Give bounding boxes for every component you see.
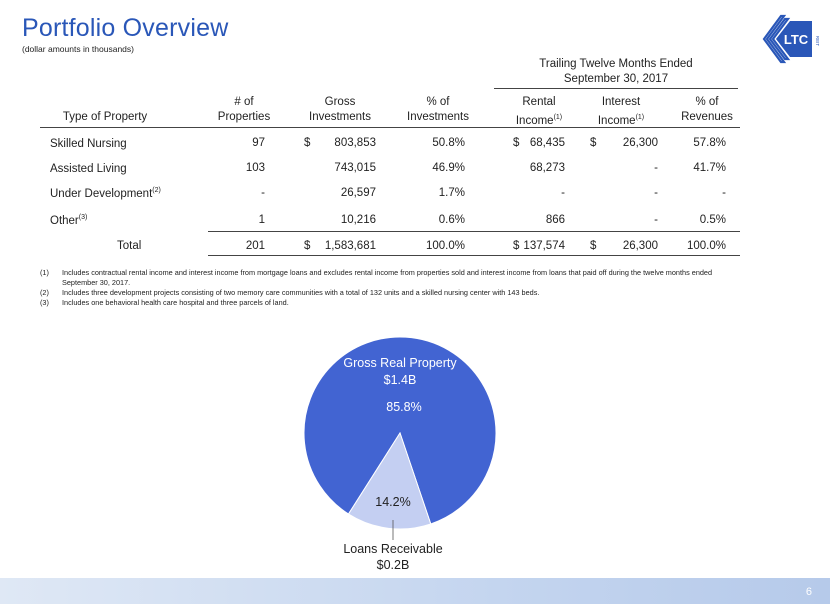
total-rule-bottom — [208, 255, 740, 256]
total-properties: 201 — [245, 240, 265, 252]
total-label: Total — [117, 240, 142, 252]
header-properties: # of Properties — [217, 96, 271, 123]
row-interest: - — [654, 162, 658, 174]
page-number: 6 — [805, 586, 812, 598]
total-pct-revenues: 100.0% — [686, 240, 726, 252]
header-rental-income: Rental Income(1) — [515, 96, 563, 127]
row-properties: 97 — [252, 137, 265, 149]
row-type: Other(3) — [50, 214, 88, 227]
ltc-logo: LTC REIT — [762, 14, 820, 64]
total-rule-top — [208, 231, 740, 232]
row-gross: 743,015 — [334, 162, 376, 174]
row-type: Assisted Living — [50, 162, 127, 175]
footnote-2: (2) Includes three development projects … — [40, 288, 540, 297]
row-pct-revenues: 0.5% — [699, 214, 726, 226]
total-rental: 137,574 — [523, 240, 565, 252]
table-row: Skilled Nursing 97 $803,853 50.8% $68,435 $26… — [0, 137, 830, 153]
header-interest-income: Interest Income(1) — [597, 96, 645, 127]
footer-band — [0, 578, 830, 604]
pie-label-loans-receivable: Loans Receivable — [343, 542, 442, 556]
ttm-header-line-2: September 30, 2017 — [563, 73, 669, 85]
row-type: Under Development(2) — [50, 187, 161, 200]
row-gross-symbol: $ — [304, 137, 311, 149]
row-pct-revenues: 41.7% — [693, 162, 726, 174]
row-type-footnote-ref: (3) — [78, 214, 88, 221]
footnote-1: (1) Includes contractual rental income a… — [40, 268, 713, 287]
total-gross-symbol: $ — [304, 240, 311, 252]
row-interest-symbol: $ — [590, 137, 597, 149]
pie-slice-loans-receivable — [347, 431, 432, 530]
row-pct-investments: 50.8% — [432, 137, 465, 149]
total-rental-symbol: $ — [513, 240, 520, 252]
header-gross-investments: Gross Investments — [309, 96, 371, 123]
row-gross: 26,597 — [340, 187, 376, 199]
row-gross: 803,853 — [334, 137, 376, 149]
page-title: Portfolio Overview — [22, 14, 229, 42]
footnotes: (1) Includes contractual rental income a… — [40, 268, 740, 308]
pie-pct-gross-real-property: 85.8% — [386, 400, 421, 414]
footnote-3: (3) Includes one behavioral health care … — [40, 298, 289, 307]
row-type: Skilled Nursing — [50, 137, 127, 150]
row-gross: 10,216 — [340, 214, 376, 226]
row-pct-revenues: 57.8% — [693, 137, 726, 149]
page-subtitle: (dollar amounts in thousands) — [22, 44, 134, 54]
pie-amount-gross-real-property: $1.4B — [384, 373, 417, 387]
row-type-footnote-ref: (2) — [152, 187, 161, 194]
row-pct-revenues: - — [722, 187, 726, 199]
row-rental: 68,273 — [529, 162, 565, 174]
table-row: Under Development(2) - 26,597 1.7% - - - — [0, 187, 830, 203]
row-properties: - — [261, 187, 265, 199]
row-properties: 103 — [245, 162, 265, 174]
logo-text: LTC — [784, 32, 809, 47]
header-pct-revenues: % of Revenues — [681, 96, 733, 123]
header-rule — [40, 127, 740, 128]
row-pct-investments: 0.6% — [438, 214, 465, 226]
row-properties: 1 — [258, 214, 265, 226]
ttm-header: Trailing Twelve Months Ended September 3… — [494, 57, 738, 87]
ttm-header-line-1: Trailing Twelve Months Ended — [539, 58, 693, 70]
header-pct-investments: % of Investments — [407, 96, 469, 123]
row-rental: 866 — [545, 214, 565, 226]
pie-slice-gross-real-property — [303, 336, 497, 525]
total-gross: 1,583,681 — [324, 240, 376, 252]
row-rental: 68,435 — [529, 137, 565, 149]
table-row: Assisted Living 103 743,015 46.9% 68,273 - 41.… — [0, 162, 830, 178]
row-interest: - — [654, 214, 658, 226]
logo-subtext: REIT — [815, 36, 820, 47]
row-interest: - — [654, 187, 658, 199]
total-interest-symbol: $ — [590, 240, 597, 252]
row-pct-investments: 46.9% — [432, 162, 465, 174]
row-rental: - — [561, 187, 565, 199]
row-interest: 26,300 — [622, 137, 658, 149]
total-interest: 26,300 — [622, 240, 658, 252]
row-rental-symbol: $ — [513, 137, 520, 149]
pie-label-gross-real-property: Gross Real Property — [343, 356, 457, 370]
pie-pct-loans-receivable: 14.2% — [375, 495, 410, 509]
row-pct-investments: 1.7% — [438, 187, 465, 199]
total-pct-investments: 100.0% — [425, 240, 465, 252]
table-row-total: Total 201 $ 1,583,681 100.0% $ 137,574 $… — [0, 240, 830, 256]
header-type: Type of Property — [62, 111, 148, 123]
table-row: Other(3) 1 10,216 0.6% 866 - 0.5% — [0, 214, 830, 230]
ttm-underline — [494, 88, 738, 89]
pie-amount-loans-receivable: $0.2B — [377, 558, 410, 572]
